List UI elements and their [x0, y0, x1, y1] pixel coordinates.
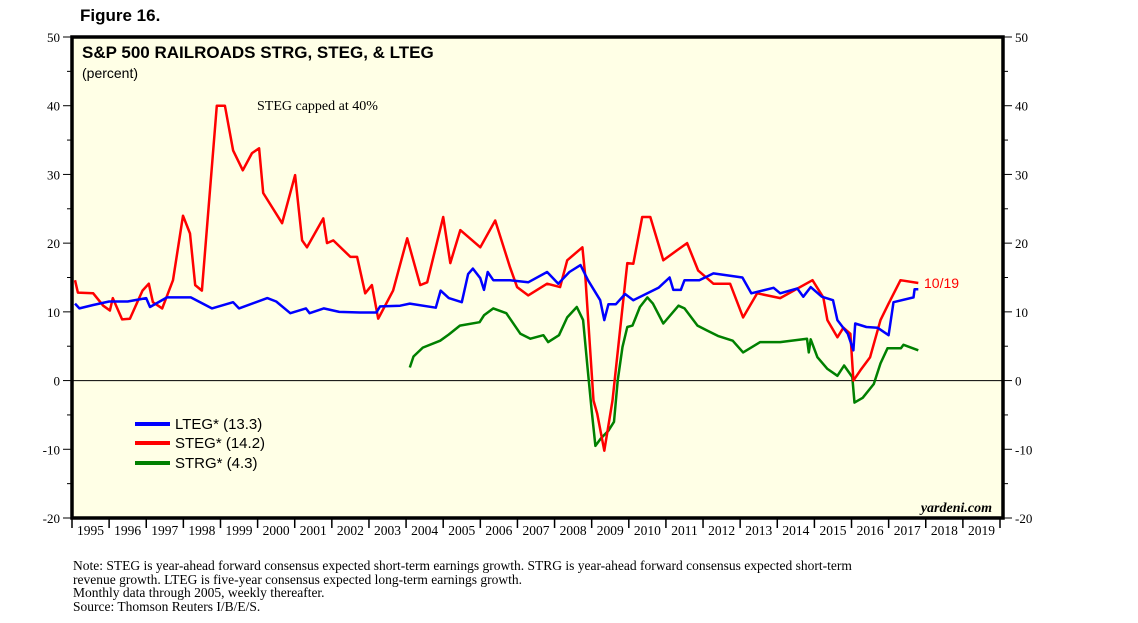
x-tick-label: 2002: [337, 523, 364, 538]
series-line-steg: [73, 104, 919, 452]
chart-subtitle: (percent): [82, 65, 138, 81]
notes: Note: STEG is year-ahead forward consens…: [73, 559, 973, 613]
note-line: Source: Thomson Reuters I/B/E/S.: [73, 598, 261, 614]
x-tick-label: 2007: [523, 523, 550, 538]
y-tick-label-left: 50: [47, 30, 60, 45]
y-tick-label-right: 40: [1015, 99, 1028, 114]
x-tick-label: 2006: [485, 523, 512, 538]
note-line: Note: STEG is year-ahead forward consens…: [73, 558, 852, 573]
x-tick-label: 2016: [857, 523, 884, 538]
y-tick-label-right: -10: [1015, 442, 1032, 457]
x-tick-label: 1996: [114, 523, 141, 538]
y-tick-label-right: 30: [1015, 167, 1028, 182]
y-tick-label-left: 10: [47, 305, 60, 320]
y-tick-label-left: 40: [47, 99, 60, 114]
end-label: 10/19: [924, 275, 959, 291]
y-tick-label-left: 0: [54, 374, 61, 389]
x-tick-label: 2001: [300, 523, 327, 538]
note-line: Monthly data through 2005, weekly therea…: [73, 585, 325, 601]
y-tick-label-right: 20: [1015, 236, 1028, 251]
x-tick-label: 2013: [745, 523, 772, 538]
x-tick-label: 1997: [151, 523, 178, 538]
y-tick-label-right: 10: [1015, 305, 1028, 320]
x-tick-label: 2014: [782, 523, 809, 538]
y-tick-label-right: 0: [1015, 374, 1022, 389]
x-tick-label: 2004: [411, 523, 438, 538]
x-tick-label: 2015: [819, 523, 846, 538]
annotation: STEG capped at 40%: [257, 99, 378, 114]
series-line-strg: [408, 296, 919, 448]
x-tick-label: 2005: [448, 523, 475, 538]
y-tick-label-left: -10: [43, 442, 60, 457]
y-tick-label-left: 20: [47, 236, 60, 251]
chart: -20 -20 -10 -10 0 0 10 10 20 20 30 30 40 40 50 50 1995 19…: [43, 30, 1033, 538]
x-tick-label: 2010: [634, 523, 661, 538]
legend-label: STEG* (14.2): [175, 435, 265, 452]
x-tick-label: 2018: [931, 523, 958, 538]
chart-title: S&P 500 RAILROADS STRG, STEG, & LTEG: [82, 43, 434, 62]
x-tick-label: 1998: [188, 523, 215, 538]
figure-label: Figure 16.: [80, 6, 161, 25]
x-tick-label: 1999: [226, 523, 253, 538]
y-tick-label-right: 50: [1015, 30, 1028, 45]
x-tick-label: 2011: [671, 523, 698, 538]
legend-label: LTEG* (13.3): [175, 416, 262, 433]
x-tick-label: 2012: [708, 523, 735, 538]
x-tick-label: 2017: [894, 523, 921, 538]
x-tick-label: 2009: [597, 523, 624, 538]
x-tick-label: 2003: [374, 523, 401, 538]
legend-label: STRG* (4.3): [175, 455, 258, 472]
y-tick-label-right: -20: [1015, 511, 1032, 526]
y-tick-label-left: 30: [47, 167, 60, 182]
x-tick-label: 2019: [968, 523, 995, 538]
watermark: yardeni.com: [919, 501, 992, 516]
x-tick-label: 2008: [560, 523, 587, 538]
note-line: revenue growth. LTEG is five-year consen…: [73, 571, 522, 587]
series-line-lteg: [74, 263, 919, 352]
x-tick-label: 2000: [263, 523, 290, 538]
x-tick-label: 1995: [77, 523, 104, 538]
y-tick-label-left: -20: [43, 511, 60, 526]
